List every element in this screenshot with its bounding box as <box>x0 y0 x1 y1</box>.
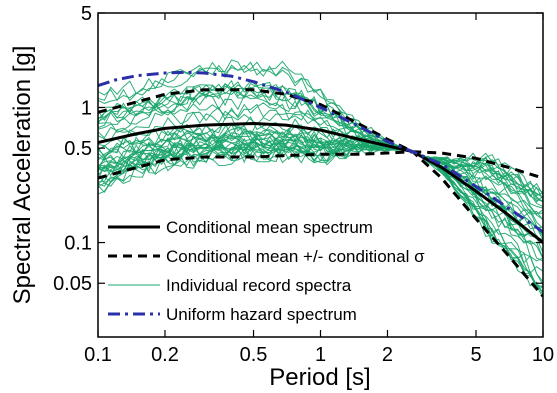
x-tick-label: 0.5 <box>240 344 268 366</box>
legend-label: Individual record spectra <box>166 276 352 295</box>
y-tick-label: 0.5 <box>64 138 92 160</box>
series-line <box>98 150 543 298</box>
x-axis-label: Period [s] <box>269 364 370 391</box>
series-line <box>98 122 543 244</box>
record-spectrum-line <box>98 102 543 215</box>
legend: Conditional mean spectrum Conditional mea… <box>108 218 425 324</box>
series-line <box>98 88 543 180</box>
record-spectrum-line <box>98 128 543 299</box>
record-spectrum-line <box>98 85 543 253</box>
x-tick-label: 10 <box>532 344 554 366</box>
record-spectrum-line <box>98 103 543 285</box>
spectra-series <box>98 70 543 298</box>
legend-label: Uniform hazard spectrum <box>166 305 357 324</box>
y-axis-label: Spectral Acceleration [g] <box>9 46 36 305</box>
record-spectrum-line <box>98 137 543 296</box>
x-tick-label: 5 <box>470 344 481 366</box>
x-tick-label: 0.2 <box>151 344 179 366</box>
y-tick-label: 0.1 <box>64 233 92 255</box>
record-spectrum-line <box>98 138 543 275</box>
x-tick-label: 1 <box>315 344 326 366</box>
record-spectrum-line <box>98 110 543 290</box>
record-spectrum-line <box>98 89 543 235</box>
y-tick-label: 1 <box>81 97 92 119</box>
record-spectrum-line <box>98 64 543 229</box>
x-tick-label: 0.1 <box>84 344 112 366</box>
axis-ticks: 0.1 0.2 0.5 1 2 5 10 5 1 0.5 0.1 0.05 <box>53 3 554 366</box>
record-spectrum-line <box>98 131 543 193</box>
legend-label: Conditional mean spectrum <box>166 218 373 237</box>
series-line <box>98 70 543 234</box>
record-spectrum-line <box>98 94 543 241</box>
legend-label: Conditional mean +/- conditional σ <box>166 247 425 266</box>
y-tick-label: 0.05 <box>53 273 92 295</box>
y-tick-label: 5 <box>81 3 92 25</box>
x-tick-label: 2 <box>382 344 393 366</box>
